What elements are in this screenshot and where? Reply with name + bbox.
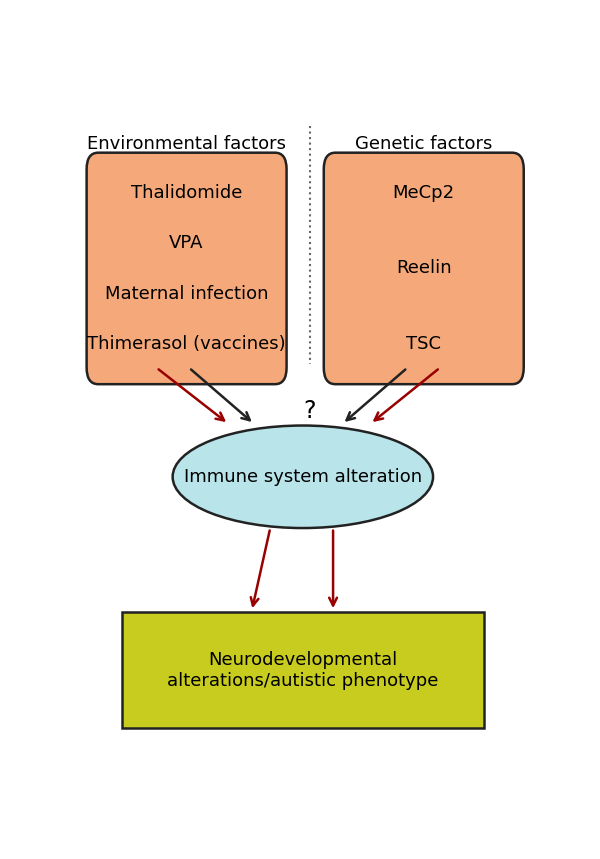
Text: Thimerasol (vaccines): Thimerasol (vaccines) (87, 335, 286, 353)
Text: Reelin: Reelin (396, 259, 452, 277)
Text: TSC: TSC (406, 335, 441, 353)
FancyBboxPatch shape (86, 153, 287, 384)
Text: Immune system alteration: Immune system alteration (184, 468, 422, 486)
Text: Genetic factors: Genetic factors (355, 135, 493, 153)
Text: VPA: VPA (169, 235, 204, 253)
Text: MeCp2: MeCp2 (392, 184, 455, 202)
Text: Environmental factors: Environmental factors (87, 135, 286, 153)
Text: Thalidomide: Thalidomide (131, 184, 242, 202)
Text: Neurodevelopmental
alterations/autistic phenotype: Neurodevelopmental alterations/autistic … (167, 651, 439, 690)
FancyBboxPatch shape (324, 153, 524, 384)
Text: ?: ? (304, 399, 316, 423)
Ellipse shape (173, 425, 433, 528)
Text: Maternal infection: Maternal infection (105, 284, 268, 302)
FancyBboxPatch shape (121, 612, 484, 728)
